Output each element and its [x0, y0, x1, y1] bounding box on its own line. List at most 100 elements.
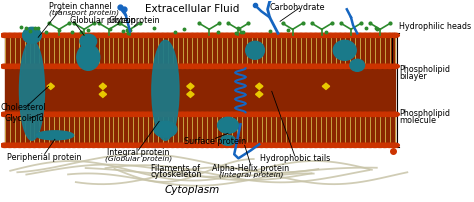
Circle shape	[15, 64, 24, 68]
Circle shape	[153, 143, 163, 147]
Circle shape	[10, 143, 19, 147]
Circle shape	[109, 33, 118, 38]
Circle shape	[69, 64, 79, 68]
Ellipse shape	[80, 34, 97, 48]
Ellipse shape	[19, 40, 45, 140]
Circle shape	[326, 112, 335, 117]
Circle shape	[163, 143, 173, 147]
Circle shape	[114, 33, 123, 38]
Text: Hydrophilic heads: Hydrophilic heads	[399, 22, 471, 31]
Circle shape	[311, 64, 320, 68]
Circle shape	[371, 112, 380, 117]
Circle shape	[326, 33, 335, 38]
Circle shape	[178, 112, 187, 117]
Text: Phospholipid: Phospholipid	[399, 109, 450, 118]
Circle shape	[94, 143, 103, 147]
Circle shape	[252, 33, 261, 38]
Text: Hydrophobic tails: Hydrophobic tails	[260, 154, 330, 163]
Circle shape	[144, 143, 153, 147]
Circle shape	[287, 112, 296, 117]
Circle shape	[148, 143, 157, 147]
Circle shape	[232, 33, 241, 38]
Circle shape	[321, 112, 330, 117]
Circle shape	[50, 143, 59, 147]
Ellipse shape	[36, 131, 73, 140]
Circle shape	[124, 33, 133, 38]
Circle shape	[380, 143, 390, 147]
Circle shape	[247, 112, 256, 117]
Circle shape	[163, 112, 173, 117]
Circle shape	[64, 33, 73, 38]
Circle shape	[109, 64, 118, 68]
Circle shape	[60, 33, 69, 38]
Text: bilayer: bilayer	[399, 72, 427, 81]
Circle shape	[351, 33, 360, 38]
Circle shape	[361, 64, 370, 68]
Circle shape	[375, 33, 384, 38]
Circle shape	[212, 64, 222, 68]
Circle shape	[198, 33, 207, 38]
Circle shape	[296, 143, 306, 147]
Circle shape	[55, 64, 64, 68]
Circle shape	[262, 112, 271, 117]
Circle shape	[326, 143, 335, 147]
Circle shape	[118, 112, 128, 117]
Polygon shape	[99, 83, 107, 89]
Circle shape	[25, 33, 34, 38]
Circle shape	[153, 33, 163, 38]
Circle shape	[218, 112, 227, 117]
Circle shape	[287, 143, 296, 147]
Circle shape	[306, 33, 316, 38]
Circle shape	[138, 64, 147, 68]
Circle shape	[84, 143, 93, 147]
Circle shape	[183, 143, 192, 147]
Circle shape	[158, 143, 167, 147]
Circle shape	[178, 143, 187, 147]
Circle shape	[10, 64, 19, 68]
Circle shape	[178, 64, 187, 68]
Circle shape	[267, 64, 276, 68]
Circle shape	[60, 112, 69, 117]
Circle shape	[35, 33, 44, 38]
Circle shape	[84, 112, 93, 117]
Circle shape	[375, 112, 384, 117]
Circle shape	[134, 112, 143, 117]
Circle shape	[45, 64, 54, 68]
Circle shape	[326, 64, 335, 68]
Circle shape	[30, 64, 39, 68]
Circle shape	[94, 64, 103, 68]
Circle shape	[242, 112, 251, 117]
Circle shape	[316, 112, 325, 117]
Text: Filaments of: Filaments of	[151, 164, 201, 173]
Text: (Integral protein): (Integral protein)	[219, 171, 283, 178]
Circle shape	[287, 64, 296, 68]
Circle shape	[371, 143, 380, 147]
Circle shape	[168, 33, 177, 38]
Circle shape	[35, 112, 44, 117]
Circle shape	[35, 64, 44, 68]
Circle shape	[89, 33, 98, 38]
Circle shape	[292, 143, 301, 147]
Circle shape	[385, 112, 394, 117]
Circle shape	[30, 112, 39, 117]
Circle shape	[242, 33, 251, 38]
Circle shape	[232, 64, 241, 68]
Circle shape	[203, 33, 212, 38]
Circle shape	[267, 143, 276, 147]
Circle shape	[168, 143, 177, 147]
Circle shape	[272, 143, 281, 147]
Circle shape	[178, 33, 187, 38]
Polygon shape	[255, 91, 263, 97]
Circle shape	[168, 64, 177, 68]
Circle shape	[104, 33, 113, 38]
Circle shape	[114, 112, 123, 117]
Circle shape	[228, 143, 237, 147]
Circle shape	[351, 112, 360, 117]
Circle shape	[173, 112, 182, 117]
Circle shape	[361, 112, 370, 117]
Ellipse shape	[350, 59, 365, 71]
Circle shape	[69, 143, 79, 147]
Circle shape	[237, 64, 246, 68]
Circle shape	[35, 143, 44, 147]
Circle shape	[5, 143, 14, 147]
